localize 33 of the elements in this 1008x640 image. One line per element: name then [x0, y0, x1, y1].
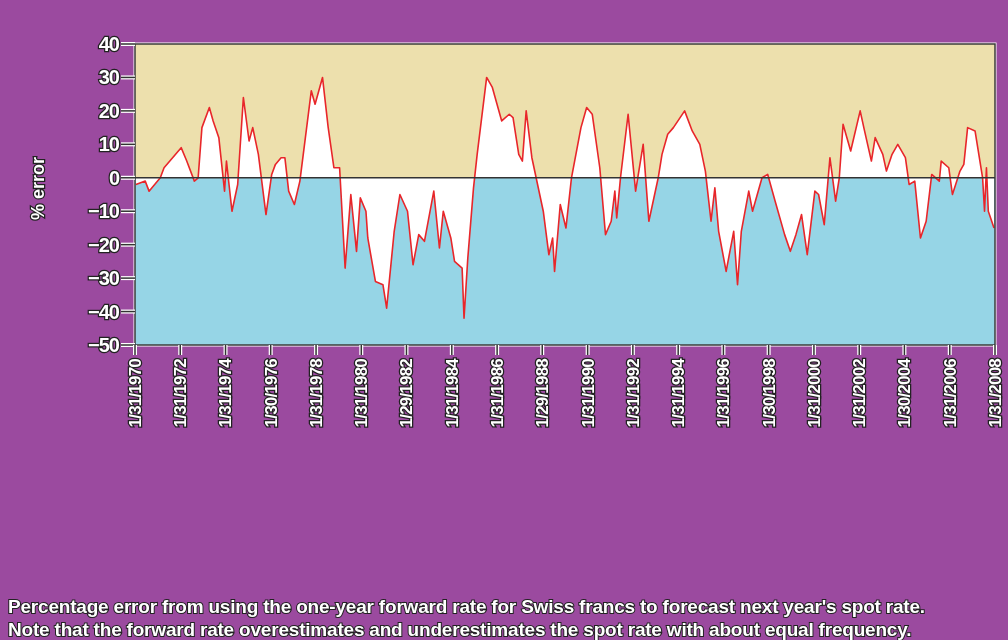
x-tick-label: 1/31/1978 [307, 358, 327, 428]
y-tick-label: 20 [98, 99, 120, 122]
x-tick-label: 1/31/1970 [125, 358, 145, 428]
y-tick-label: 30 [98, 66, 120, 89]
x-tick-label: 1/29/1988 [533, 358, 553, 428]
y-tick-label: 0 [108, 166, 120, 189]
x-tick-label: 1/31/1992 [623, 358, 643, 428]
y-tick-label: −50 [88, 334, 120, 356]
text: Note that the forward rate overestimates and underestimates the spot rate with about equal frequency. [8, 619, 912, 640]
text: Percentage error from using the one-year forward rate for Swiss francs to forecast next year's spot rate. [8, 596, 925, 617]
x-tick-label: 1/31/1986 [488, 358, 508, 428]
x-tick-label: 1/31/1990 [578, 358, 598, 428]
x-tick-label: 1/31/1974 [216, 357, 236, 428]
y-tick-label: 40 [98, 33, 120, 55]
x-tick-label: 1/31/1972 [171, 358, 191, 428]
x-tick-label: 1/31/2000 [804, 358, 824, 428]
x-tick-label: 1/30/1976 [261, 358, 281, 428]
x-tick-label: 1/30/2004 [895, 357, 915, 428]
y-tick-label: −40 [88, 300, 120, 323]
x-tick-label: 1/31/1984 [442, 357, 462, 428]
x-tick-label: 1/31/1994 [669, 357, 689, 428]
y-axis-title: % error [28, 156, 49, 221]
y-tick-label: −10 [88, 200, 120, 223]
y-tick-label: 10 [98, 133, 120, 156]
x-tick-label: 1/31/1996 [714, 358, 734, 428]
x-tick-label: 1/29/1982 [397, 358, 417, 428]
x-tick-label: 1/31/2006 [940, 358, 960, 428]
x-tick-label: 1/31/2002 [850, 358, 870, 428]
x-tick-label: 1/31/2008 [985, 358, 1005, 428]
x-tick-label: 1/30/1998 [759, 358, 779, 428]
y-tick-label: −20 [88, 233, 120, 256]
y-tick-label: −30 [88, 267, 120, 290]
x-tick-label: 1/31/1980 [352, 358, 372, 428]
